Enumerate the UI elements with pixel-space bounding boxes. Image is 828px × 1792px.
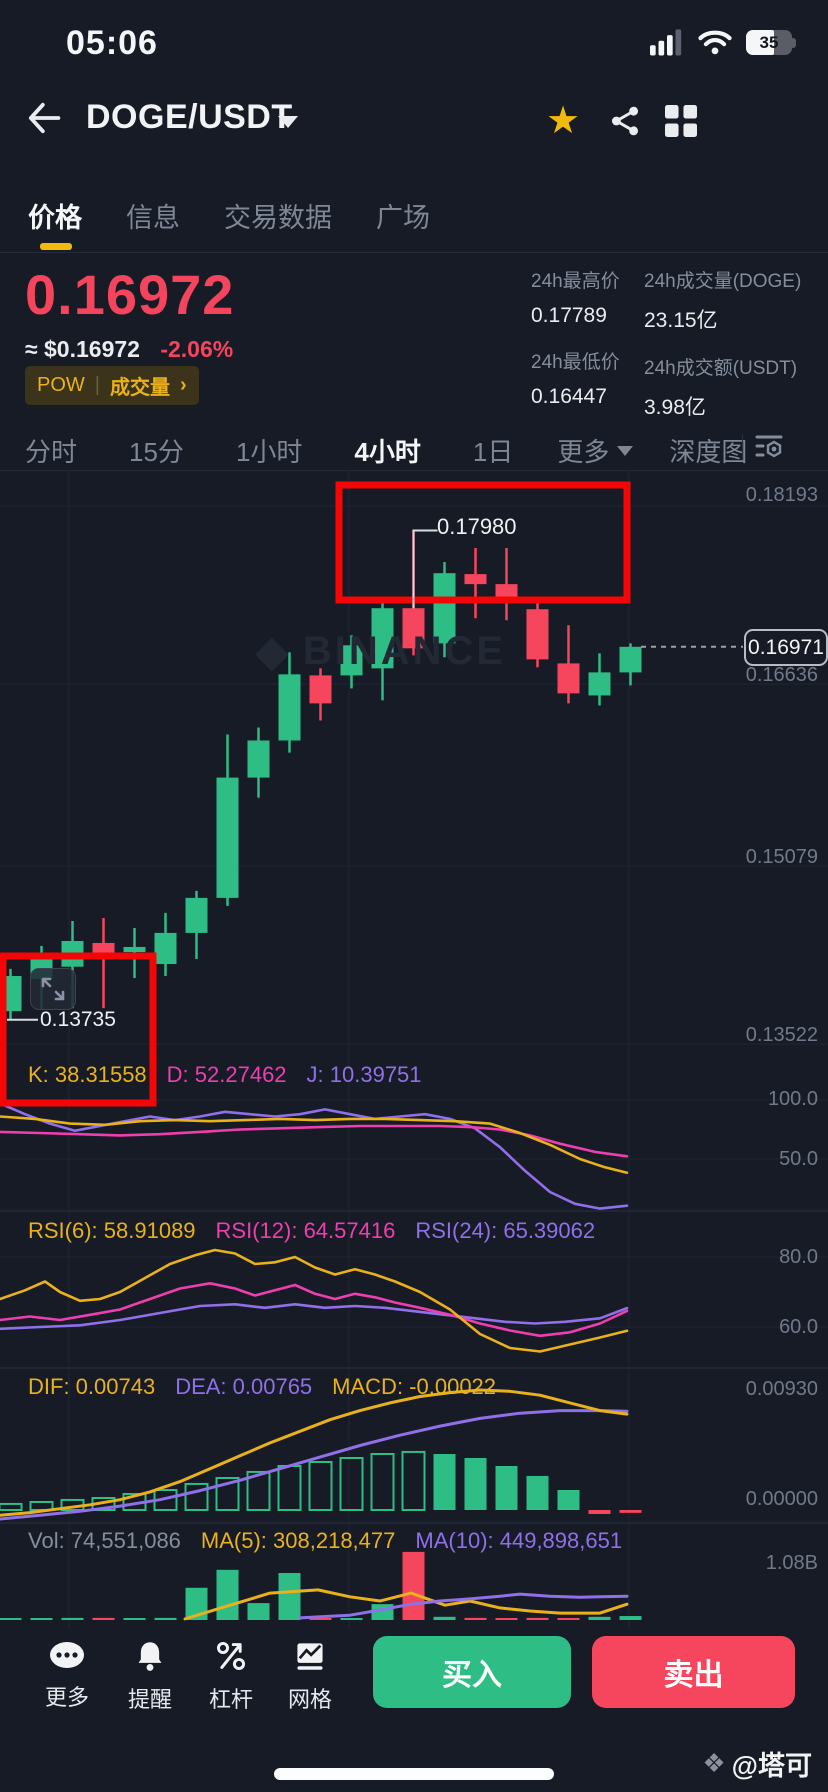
- bell-icon: [138, 1642, 162, 1671]
- divider: [742, 434, 743, 460]
- last-price: 0.16972: [25, 263, 235, 326]
- price-axis-label: 0.13522: [745, 1024, 818, 1046]
- tf-depth[interactable]: 深度图: [669, 437, 748, 467]
- rsi12-value: RSI(12): 64.57416: [215, 1218, 396, 1243]
- divider: [0, 470, 828, 471]
- wifi-icon: [698, 30, 732, 55]
- volume-axis-label: 1.08B: [765, 1552, 818, 1574]
- price-subline: ≈ $0.16972 -2.06%: [25, 336, 233, 363]
- favorite-star-icon[interactable]: ★: [545, 100, 581, 142]
- tf-1h[interactable]: 1小时: [235, 437, 303, 467]
- pow-tag: POW: [37, 374, 85, 396]
- expand-chart-button[interactable]: [30, 968, 76, 1010]
- pair-title[interactable]: DOGE/USDT: [86, 98, 293, 136]
- rsi-axis-label: 60.0: [779, 1316, 818, 1338]
- kdj-k-value: K: 38.31558: [28, 1062, 147, 1087]
- share-icon[interactable]: [606, 102, 644, 140]
- pow-volume-badge[interactable]: POW | 成交量 ›: [25, 366, 199, 405]
- stats-column-2: 24h成交量(DOGE) 23.15亿 24h成交额(USDT) 3.98亿: [644, 266, 801, 421]
- tf-minute[interactable]: 分时: [25, 437, 78, 467]
- low-price-callout: 0.13735: [40, 1008, 116, 1031]
- volume-ma5-value: MA(5): 308,218,477: [200, 1528, 396, 1553]
- active-tab-underline: [40, 243, 72, 250]
- rsi24-value: RSI(24): 65.39062: [415, 1218, 596, 1243]
- stat-value: 0.17789: [531, 304, 607, 327]
- macd-axis-label: 0.00930: [745, 1378, 818, 1400]
- stat-label: 24h成交额(USDT): [644, 358, 798, 379]
- rsi6-value: RSI(6): 58.91089: [28, 1218, 196, 1243]
- price-axis-label: 0.18193: [745, 484, 818, 506]
- tab-square[interactable]: 广场: [376, 203, 430, 233]
- more-button[interactable]: 更多: [35, 1640, 99, 1712]
- tf-4h[interactable]: 4小时: [354, 437, 421, 467]
- tab-trading-data[interactable]: 交易数据: [224, 203, 332, 233]
- kdj-axis-label: 100.0: [767, 1088, 818, 1110]
- kdj-j-value: J: 10.39751: [306, 1062, 422, 1087]
- stat-label: 24h最低价: [531, 352, 620, 373]
- grid-trade-icon: [297, 1643, 323, 1670]
- tab-info[interactable]: 信息: [126, 203, 180, 233]
- badge-divider: |: [94, 374, 100, 396]
- timeframe-bar: 分时 15分 1小时 4小时 1日 更多 深度图: [25, 432, 747, 469]
- stats-column-1: 24h最高价 0.17789 24h最低价 0.16447: [531, 266, 620, 409]
- sell-button[interactable]: 卖出: [592, 1636, 795, 1708]
- current-price-tag[interactable]: 0.16971: [744, 629, 828, 666]
- price-axis-label: 0.16636: [745, 664, 818, 686]
- volume-value: Vol: 74,551,086: [28, 1528, 181, 1553]
- tf-1d[interactable]: 1日: [472, 437, 514, 467]
- volume-ma10-value: MA(10): 449,898,651: [415, 1528, 623, 1553]
- chevron-down-icon: [617, 445, 634, 456]
- price-axis-label: 0.15079: [745, 846, 818, 868]
- macd-axis-label: 0.00000: [745, 1488, 818, 1510]
- buy-button[interactable]: 买入: [373, 1636, 571, 1708]
- grid-layout-icon[interactable]: [662, 102, 700, 140]
- stat-label: 24h成交量(DOGE): [644, 271, 802, 292]
- indicator-settings-icon[interactable]: [754, 430, 784, 460]
- macd-value: MACD: -0.00022: [332, 1374, 497, 1399]
- leverage-button[interactable]: 杠杆: [199, 1640, 263, 1714]
- pair-dropdown-icon[interactable]: [278, 116, 298, 128]
- macd-dif-value: DIF: 0.00743: [28, 1374, 156, 1399]
- rsi-axis-label: 80.0: [779, 1246, 818, 1268]
- kdj-axis-label: 50.0: [779, 1148, 818, 1170]
- kdj-d-value: D: 52.27462: [166, 1062, 287, 1087]
- status-icons: 35: [650, 28, 798, 58]
- macd-dea-value: DEA: 0.00765: [175, 1374, 313, 1399]
- volume-link[interactable]: 成交量: [109, 377, 170, 399]
- status-time: 05:06: [66, 24, 158, 62]
- stat-label: 24h最高价: [531, 271, 620, 292]
- stat-value: 0.16447: [531, 385, 607, 408]
- battery-percent: 35: [759, 33, 779, 52]
- tab-price[interactable]: 价格: [28, 203, 82, 233]
- stat-value: 23.15亿: [644, 309, 718, 332]
- diamond-icon: ❖: [702, 1748, 726, 1778]
- leverage-icon: [216, 1641, 246, 1671]
- signal-icon: [650, 29, 682, 56]
- divider: [0, 252, 828, 253]
- macd-labels[interactable]: DIF: 0.00743 DEA: 0.00765 MACD: -0.00022: [28, 1374, 496, 1400]
- high-price-callout: 0.17980: [437, 514, 517, 539]
- alert-button[interactable]: 提醒: [118, 1640, 182, 1714]
- rsi-labels[interactable]: RSI(6): 58.91089 RSI(12): 64.57416 RSI(2…: [28, 1218, 595, 1244]
- tf-more[interactable]: 更多: [557, 437, 610, 467]
- price-change: -2.06%: [160, 336, 234, 362]
- more-icon: [50, 1642, 84, 1668]
- stat-value: 3.98亿: [644, 396, 706, 419]
- volume-labels[interactable]: Vol: 74,551,086 MA(5): 308,218,477 MA(10…: [28, 1528, 622, 1554]
- battery-icon: 35: [746, 30, 798, 56]
- tf-15m[interactable]: 15分: [129, 437, 184, 467]
- home-indicator[interactable]: [274, 1768, 554, 1780]
- fiat-price: ≈ $0.16972: [25, 336, 140, 362]
- binance-logo-icon: ◆: [255, 627, 289, 676]
- nav-tabs: 价格 信息 交易数据 广场: [28, 196, 430, 235]
- back-button[interactable]: [26, 100, 62, 136]
- grid-trading-button[interactable]: 网格: [278, 1640, 342, 1714]
- author-watermark: ❖ @塔可: [702, 1748, 812, 1781]
- kdj-labels[interactable]: K: 38.31558 D: 52.27462 J: 10.39751: [28, 1062, 422, 1088]
- binance-watermark: ◆ BINANCE: [255, 627, 507, 676]
- chevron-right-icon: ›: [179, 374, 187, 396]
